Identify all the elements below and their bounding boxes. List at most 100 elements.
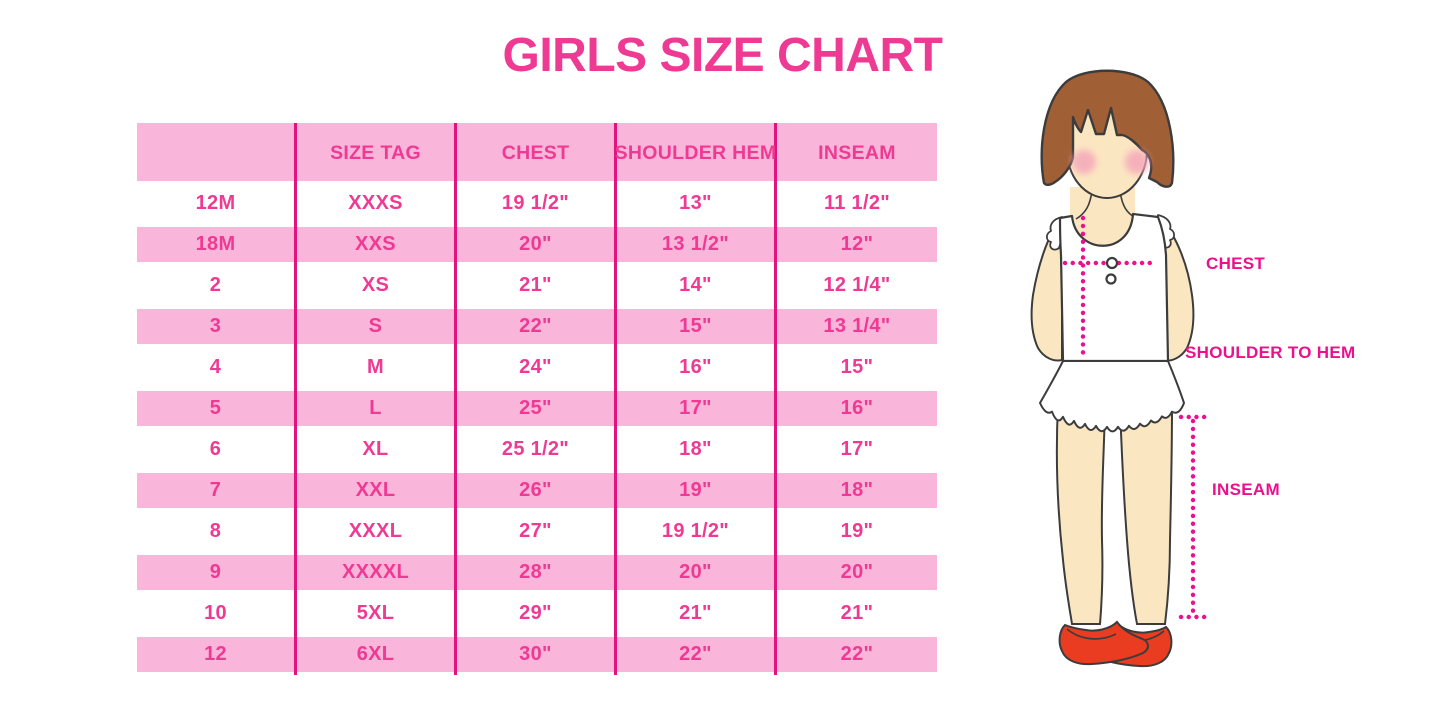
column-header — [137, 123, 297, 183]
table-cell: 27" — [457, 511, 617, 552]
table-cell: XL — [297, 429, 457, 470]
table-cell: 24" — [457, 347, 617, 388]
table-cell: 21" — [617, 593, 777, 634]
table-cell: 25" — [457, 388, 617, 429]
table-cell: 3 — [137, 306, 297, 347]
left-shoe — [1058, 620, 1149, 666]
table-cell: 12 1/4" — [823, 274, 891, 296]
column-header: INSEAM — [777, 123, 937, 183]
table-row: 7 XXL 26" 19" 18" — [137, 470, 937, 511]
table-cell: L — [297, 388, 457, 429]
chest-measure-label: CHEST — [1206, 254, 1266, 273]
table-row: 18M XXS 20" 13 1/2" 12" — [137, 224, 937, 265]
table-cell: 20" — [457, 224, 617, 265]
table-cell: S — [297, 306, 457, 347]
left-leg — [1055, 403, 1107, 625]
table-cell: 14" — [617, 265, 777, 306]
table-cell: 28" — [457, 552, 617, 593]
table-cell: M — [297, 347, 457, 388]
inseam-measure-label: INSEAM — [1212, 480, 1280, 499]
table-cell: 5 — [137, 388, 297, 429]
table-cell: 18M — [137, 224, 297, 265]
table-cell: 30" — [457, 634, 617, 675]
table-cell: XS — [297, 265, 457, 306]
table-cell: 19" — [840, 520, 874, 542]
table-cell: 13 1/4" — [777, 306, 937, 347]
table-cell: 7 — [137, 470, 297, 511]
left-shoe-strap — [1066, 628, 1117, 640]
table-cell: 2 — [137, 265, 297, 306]
table-cell: 29" — [457, 593, 617, 634]
table-cell: XXXS — [297, 183, 457, 224]
bodice — [1058, 212, 1170, 363]
table-cell: 5XL — [297, 593, 457, 634]
left-arm — [1030, 217, 1063, 362]
column-header: SIZE TAG — [297, 123, 457, 183]
left-cheek-blush — [1072, 150, 1096, 174]
table-cell: 15" — [840, 356, 874, 378]
table-row: 8 XXXL 27" 19 1/2" 19" — [137, 511, 937, 552]
table-cell: 16" — [617, 347, 777, 388]
table-cell: 19 1/2" — [457, 183, 617, 224]
table-cell: 12 — [137, 634, 297, 675]
right-cheek-blush — [1125, 150, 1149, 174]
table-row: 9 XXXXL 28" 20" 20" — [137, 552, 937, 593]
table-cell: 22" — [777, 634, 937, 675]
table-cell: 10 — [137, 593, 297, 634]
table-row: 4 M 24" 16" 15" — [137, 347, 937, 388]
table-cell: 21" — [457, 265, 617, 306]
girl-measurement-diagram — [1030, 69, 1208, 668]
table-cell: 6XL — [297, 634, 457, 675]
neck-skin — [1070, 187, 1135, 248]
table-cell: 13" — [617, 183, 777, 224]
table-row: 10 5XL 29" 21" 21" — [137, 593, 937, 634]
right-leg — [1118, 403, 1174, 625]
table-cell: 6 — [137, 429, 297, 470]
table-body: 12M XXXS 19 1/2" 13" 11 1/2" 18M XXS 20" 13 1/2"… — [137, 183, 937, 675]
table-header-row: SIZE TAG CHEST SHOULDER HEM INSEAM — [137, 123, 937, 183]
hair — [1040, 69, 1175, 188]
table-row: 12M XXXS 19 1/2" 13" 11 1/2" — [137, 183, 937, 224]
table-cell: 9 — [137, 552, 297, 593]
table-cell: 26" — [457, 470, 617, 511]
table-cell: 20" — [617, 552, 777, 593]
bottom-button — [1105, 273, 1117, 285]
table-cell: 22" — [457, 306, 617, 347]
table-cell: 11 1/2" — [823, 192, 891, 214]
table-cell: XXXL — [297, 511, 457, 552]
shoulder-to-hem-measure-label: SHOULDER TO HEM — [1185, 343, 1356, 362]
table-cell: 19 1/2" — [617, 511, 777, 552]
table-cell: 12" — [777, 224, 937, 265]
shoes — [1058, 620, 1173, 668]
table-row: 12 6XL 30" 22" 22" — [137, 634, 937, 675]
table-cell: 12M — [137, 183, 297, 224]
table-row: 6 XL 25 1/2" 18" 17" — [137, 429, 937, 470]
table-cell: 17" — [840, 438, 874, 460]
top-button — [1105, 256, 1119, 270]
table-row: 5 L 25" 17" 16" — [137, 388, 937, 429]
column-header: SHOULDER HEM — [615, 123, 777, 183]
table-cell: 18" — [617, 429, 777, 470]
skirt — [1039, 360, 1185, 433]
table-cell: XXXXL — [297, 552, 457, 593]
page-title: GIRLS SIZE CHART — [502, 29, 943, 82]
column-header: CHEST — [457, 123, 617, 183]
table-cell: 17" — [617, 388, 777, 429]
table-cell: 22" — [617, 634, 777, 675]
table-cell: 19" — [617, 470, 777, 511]
table-cell: 25 1/2" — [457, 429, 617, 470]
table-cell: 21" — [840, 602, 874, 624]
table-cell: 16" — [777, 388, 937, 429]
right-arm — [1160, 218, 1195, 362]
table-row: 2 XS 21" 14" 12 1/4" — [137, 265, 937, 306]
table-cell: 13 1/2" — [617, 224, 777, 265]
table-cell: 8 — [137, 511, 297, 552]
table-cell: 15" — [617, 306, 777, 347]
table-cell: XXS — [297, 224, 457, 265]
table-cell: 18" — [777, 470, 937, 511]
table-cell: 4 — [137, 347, 297, 388]
table-cell: 20" — [777, 552, 937, 593]
table-row: 3 S 22" 15" 13 1/4" — [137, 306, 937, 347]
table-cell: XXL — [297, 470, 457, 511]
size-chart-table: SIZE TAG CHEST SHOULDER HEM INSEAM 12M XXXS 1… — [137, 123, 937, 675]
